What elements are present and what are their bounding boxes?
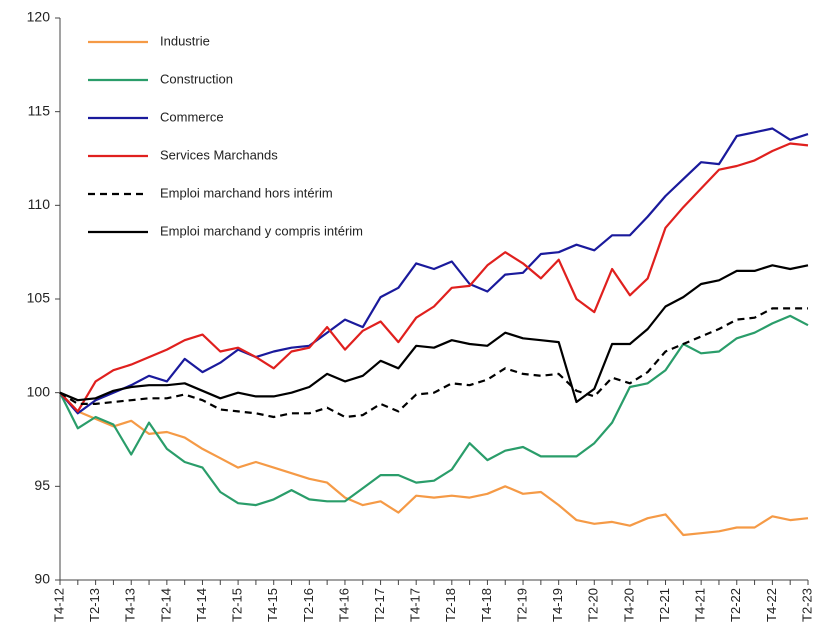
legend-label: Construction (160, 71, 233, 86)
x-tick-label: T4-15 (265, 588, 280, 622)
x-tick-label: T2-15 (230, 588, 245, 622)
x-tick-label: T2-19 (514, 588, 529, 622)
series-line (59, 314, 809, 507)
x-tick-label: T2-18 (443, 588, 458, 622)
y-tick-label: 120 (27, 9, 51, 25)
x-tick-label: T4-19 (550, 588, 565, 622)
x-tick-label: T2-13 (87, 588, 102, 622)
series-line (59, 142, 809, 413)
x-tick-label: T4-16 (336, 588, 351, 622)
legend-label: Industrie (160, 33, 210, 48)
legend-label: Emploi marchand hors intérim (160, 185, 333, 200)
x-tick-label: T2-16 (301, 588, 316, 622)
x-tick-label: T4-21 (693, 588, 708, 622)
y-tick-label: 105 (27, 290, 51, 306)
legend-label: Services Marchands (160, 147, 278, 162)
x-tick-label: T2-23 (799, 588, 814, 622)
x-tick-label: T4-22 (764, 588, 779, 622)
y-tick-label: 110 (28, 196, 51, 212)
x-tick-label: T4-13 (123, 588, 138, 622)
legend-label: Commerce (160, 109, 224, 124)
y-tick-label: 90 (34, 571, 50, 587)
series-line (59, 391, 809, 537)
series-line (59, 264, 809, 404)
x-tick-label: T2-17 (372, 588, 387, 622)
x-tick-label: T2-21 (657, 588, 672, 622)
series-line (59, 307, 808, 419)
x-tick-label: T4-14 (194, 588, 209, 622)
x-tick-label: T4-17 (408, 588, 423, 622)
x-tick-label: T2-22 (728, 588, 743, 622)
y-tick-label: 115 (28, 102, 51, 118)
x-tick-label: T2-14 (158, 588, 173, 622)
y-tick-label: 100 (27, 383, 51, 399)
y-tick-label: 95 (34, 477, 50, 493)
x-tick-label: T4-12 (51, 588, 66, 622)
series-line (59, 127, 809, 415)
x-tick-label: T2-20 (586, 588, 601, 622)
x-tick-label: T4-18 (479, 588, 494, 622)
x-tick-label: T4-20 (621, 588, 636, 622)
legend-label: Emploi marchand y compris intérim (160, 223, 363, 238)
